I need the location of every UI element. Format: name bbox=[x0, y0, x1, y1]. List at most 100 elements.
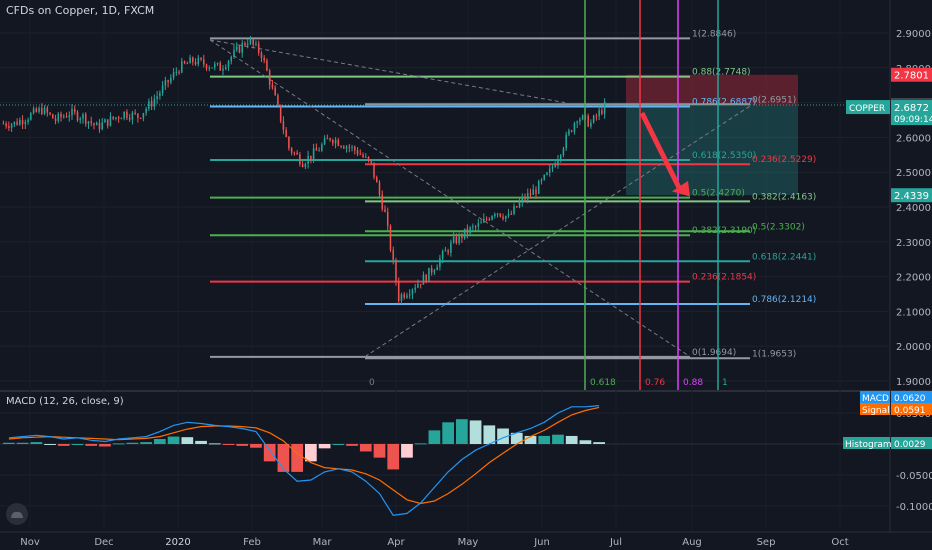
time-axis-label: Aug bbox=[682, 537, 702, 548]
fib-level-label: 0(2.6951) bbox=[752, 95, 796, 105]
candle-body bbox=[117, 117, 120, 119]
candle-body bbox=[167, 80, 169, 83]
candle-body bbox=[164, 80, 167, 86]
candle-body bbox=[268, 70, 271, 85]
candle-body bbox=[238, 46, 241, 53]
candle-body bbox=[584, 115, 587, 117]
candle-body bbox=[601, 110, 603, 114]
candle-body bbox=[277, 95, 279, 105]
price-tick-label: 2.4000 bbox=[896, 203, 931, 214]
macd-histogram-bar bbox=[140, 442, 152, 444]
macd-histogram-bar bbox=[538, 435, 551, 444]
candle-body bbox=[603, 101, 606, 114]
candle-body bbox=[233, 49, 235, 57]
candle-body bbox=[301, 164, 304, 167]
candle-body bbox=[499, 213, 502, 217]
candle-body bbox=[205, 64, 208, 69]
candle-body bbox=[95, 122, 98, 126]
candle-body bbox=[246, 43, 249, 46]
candle-body bbox=[568, 130, 570, 135]
macd-histogram-bar bbox=[456, 419, 468, 444]
fib-diagonal bbox=[209, 39, 691, 358]
candle-body bbox=[214, 63, 216, 68]
candle-body bbox=[2, 123, 5, 125]
candle-body bbox=[68, 115, 71, 118]
candle-body bbox=[474, 226, 477, 228]
candle-body bbox=[32, 108, 35, 114]
macd-histogram-bar bbox=[263, 444, 276, 462]
candle-body bbox=[203, 59, 205, 65]
candle-body bbox=[455, 236, 458, 244]
candle-body bbox=[186, 63, 189, 65]
candle-body bbox=[532, 189, 535, 195]
macd-histogram-bar bbox=[497, 428, 509, 444]
candle-body bbox=[216, 62, 219, 64]
candle-body bbox=[450, 242, 452, 253]
candle-body bbox=[463, 228, 466, 239]
candle-body bbox=[115, 117, 117, 119]
candle-body bbox=[430, 267, 433, 273]
candle-body bbox=[513, 206, 515, 214]
candle-body bbox=[241, 43, 243, 53]
candle-body bbox=[120, 118, 123, 120]
candle-body bbox=[529, 193, 532, 195]
macd-histogram-bar bbox=[208, 443, 221, 445]
macd-histogram-bar bbox=[195, 440, 207, 444]
candle-body bbox=[65, 116, 68, 118]
candle-body bbox=[565, 134, 567, 149]
macd-histogram-bar bbox=[71, 444, 84, 445]
macd-histogram-bar bbox=[552, 434, 564, 444]
candle-body bbox=[189, 57, 191, 64]
time-fib-label: 1 bbox=[722, 378, 728, 388]
candle-body bbox=[461, 234, 463, 239]
macd-histogram-bar bbox=[236, 444, 249, 446]
candle-body bbox=[24, 121, 27, 125]
prediction-arrow bbox=[639, 111, 683, 191]
candle-body bbox=[76, 111, 79, 121]
candle-body bbox=[576, 121, 578, 124]
macd-histogram-bar bbox=[305, 444, 317, 462]
candle-body bbox=[38, 108, 40, 112]
candle-body bbox=[334, 139, 337, 144]
candle-body bbox=[139, 117, 142, 119]
candle-body bbox=[521, 197, 524, 203]
candle-body bbox=[71, 108, 73, 116]
price-tick-label: 1.9000 bbox=[896, 377, 931, 388]
candle-body bbox=[441, 251, 444, 259]
macd-histogram-bar bbox=[167, 436, 180, 444]
macd-label-name: Histogram bbox=[845, 440, 892, 450]
candle-body bbox=[524, 197, 526, 200]
tradingview-logo-icon[interactable] bbox=[6, 503, 28, 525]
candle-body bbox=[52, 114, 54, 119]
macd-histogram-bar bbox=[30, 442, 43, 444]
candle-body bbox=[367, 156, 370, 161]
candle-body bbox=[150, 101, 153, 107]
chart-title: CFDs on Copper, 1D, FXCM bbox=[6, 4, 155, 17]
candle-body bbox=[63, 116, 65, 118]
candle-body bbox=[54, 118, 57, 121]
macd-label-value: 0.0029 bbox=[894, 440, 926, 450]
candle-body bbox=[175, 71, 178, 73]
candle-body bbox=[93, 123, 95, 126]
candle-body bbox=[131, 112, 134, 120]
macd-tick-label: -0.0500 bbox=[896, 471, 932, 482]
candle-body bbox=[343, 146, 345, 149]
macd-histogram-bar bbox=[483, 425, 496, 444]
candle-body bbox=[332, 140, 334, 144]
candle-body bbox=[43, 107, 46, 114]
macd-label-value-tag bbox=[891, 403, 932, 415]
candle-body bbox=[13, 121, 16, 125]
candle-body bbox=[126, 111, 128, 118]
candle-body bbox=[397, 281, 400, 301]
candle-body bbox=[230, 56, 233, 62]
time-axis-label: Dec bbox=[94, 537, 113, 548]
candle-body bbox=[392, 250, 394, 260]
macd-histogram-bar bbox=[387, 444, 400, 470]
candle-body bbox=[395, 259, 397, 282]
fib-level-label: 0.88(2.7748) bbox=[692, 68, 751, 78]
candle-body bbox=[483, 218, 485, 223]
macd-histogram-bar bbox=[57, 444, 70, 446]
macd-histogram-bar bbox=[359, 444, 372, 452]
time-axis-label: Jul bbox=[609, 537, 622, 548]
